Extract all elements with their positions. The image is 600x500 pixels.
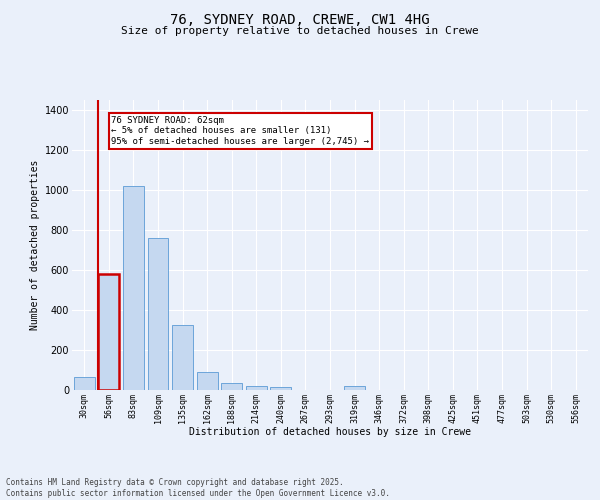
Text: Contains HM Land Registry data © Crown copyright and database right 2025.
Contai: Contains HM Land Registry data © Crown c… [6, 478, 390, 498]
Bar [123, 186, 144, 390]
Bar [74, 377, 95, 390]
X-axis label: Distribution of detached houses by size in Crewe: Distribution of detached houses by size … [189, 427, 471, 437]
Bar [98, 274, 119, 390]
Bar [172, 325, 193, 390]
Bar [246, 386, 267, 390]
Text: 76, SYDNEY ROAD, CREWE, CW1 4HG: 76, SYDNEY ROAD, CREWE, CW1 4HG [170, 12, 430, 26]
Text: 76 SYDNEY ROAD: 62sqm
← 5% of detached houses are smaller (131)
95% of semi-deta: 76 SYDNEY ROAD: 62sqm ← 5% of detached h… [112, 116, 370, 146]
Bar [271, 388, 292, 390]
Text: Size of property relative to detached houses in Crewe: Size of property relative to detached ho… [121, 26, 479, 36]
Bar [344, 386, 365, 390]
Bar [197, 372, 218, 390]
Y-axis label: Number of detached properties: Number of detached properties [31, 160, 40, 330]
Bar [148, 238, 169, 390]
Bar [221, 382, 242, 390]
